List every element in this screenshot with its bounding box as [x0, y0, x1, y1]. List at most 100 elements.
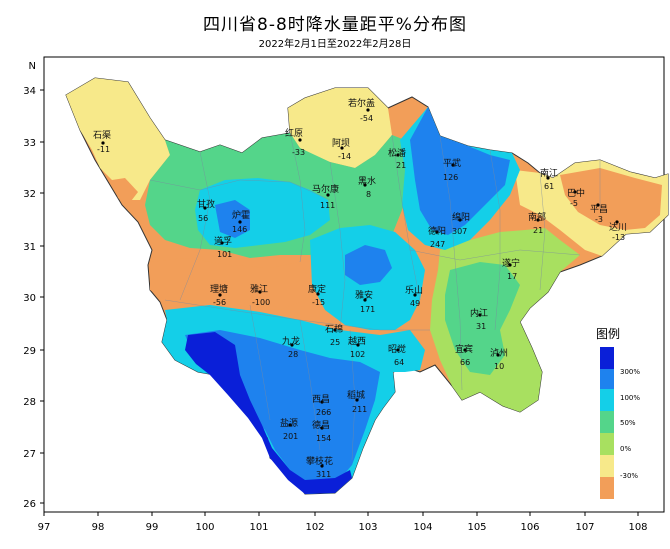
- station: 乐山 49: [405, 284, 423, 308]
- region-high-central: [345, 245, 392, 285]
- station: 若尔盖 -54: [348, 97, 375, 123]
- y-tick-label: 29: [23, 346, 36, 357]
- station: 绵阳 307: [452, 211, 470, 236]
- station: 德阳 247: [428, 225, 446, 249]
- x-tick-label: 101: [249, 522, 268, 533]
- station: 盐源 201: [280, 417, 298, 441]
- station: 南部 21: [528, 211, 546, 235]
- station-value: 56: [198, 214, 208, 223]
- station-name: 绵阳: [452, 211, 470, 223]
- station-value: 307: [452, 227, 467, 236]
- x-tick-label: 102: [305, 522, 324, 533]
- legend-swatch: [600, 347, 614, 369]
- station-name: 石渠: [93, 129, 111, 141]
- region-strong-negative-west: [112, 178, 138, 205]
- x-tick-label: 100: [195, 522, 214, 533]
- station-value: 211: [352, 405, 367, 414]
- station-value: 146: [232, 225, 247, 234]
- region-positive-southeast: [445, 262, 520, 375]
- station-value: 21: [533, 226, 543, 235]
- station-value: 126: [443, 173, 458, 182]
- station-value: -13: [612, 233, 625, 242]
- station-value: -14: [338, 152, 351, 161]
- region-negative-west: [66, 78, 170, 200]
- station-value: -33: [292, 148, 305, 157]
- y-axis: N 34 33 32 31 30 29 28 27 26: [23, 61, 44, 510]
- station-name: 德昌: [312, 419, 330, 431]
- station-name: 炉霍: [232, 209, 250, 221]
- station-name: 甘孜: [197, 198, 215, 210]
- y-tick-label: 26: [23, 499, 36, 510]
- station-value: 66: [460, 358, 470, 367]
- map-subtitle: 2022年2月1日至2022年2月28日: [258, 39, 412, 50]
- x-axis: 97 98 99 100 101 102 103 104 105 106 107…: [38, 511, 664, 533]
- station: 黑水 8: [358, 175, 376, 199]
- station-value: -11: [97, 145, 110, 154]
- legend-label: 0%: [620, 445, 631, 453]
- legend-swatch: [600, 455, 614, 477]
- y-tick-label: 33: [23, 138, 36, 149]
- station-value: 49: [410, 299, 420, 308]
- station-name: 九龙: [282, 335, 300, 347]
- station-name: 稻城: [347, 390, 365, 401]
- station-name: 巴中: [567, 187, 585, 199]
- x-tick-label: 107: [575, 522, 594, 533]
- x-tick-label: 103: [358, 522, 377, 533]
- station-name: 马尔康: [312, 183, 339, 195]
- station: 石渠 -11: [93, 129, 111, 154]
- station: 稻城 211: [347, 390, 367, 414]
- station-value: 154: [316, 434, 331, 443]
- x-tick-label: 105: [467, 522, 486, 533]
- station-name: 遂宁: [502, 257, 520, 269]
- station: 松潘 21: [388, 147, 406, 170]
- station-name: 道孚: [214, 235, 232, 247]
- station-value: 102: [350, 350, 365, 359]
- station-name: 乐山: [405, 284, 423, 296]
- station-value: 247: [430, 240, 445, 249]
- station: 雅安 171: [355, 289, 375, 314]
- legend-label: -30%: [620, 472, 638, 480]
- station-name: 达川: [609, 221, 627, 233]
- station-name: 宜宾: [455, 343, 473, 355]
- station-name: 雅江: [250, 283, 268, 295]
- station: 宜宾 66: [455, 343, 473, 367]
- legend-label: 300%: [620, 368, 640, 376]
- station-name: 黑水: [358, 175, 376, 187]
- station-name: 松潘: [388, 147, 406, 159]
- y-tick-label: 34: [23, 86, 36, 97]
- station-value: 8: [366, 190, 371, 199]
- station-value: 64: [394, 358, 404, 367]
- x-tick-label: 108: [628, 522, 647, 533]
- station: 红原 -33: [285, 127, 305, 157]
- region-high-northeast: [410, 107, 510, 235]
- station: 遂宁 17: [502, 257, 520, 281]
- station-markers: 石渠 -11 若尔盖 -54 红原 -33 阿坝 -14 松潘 21 平武 126 马尔康 1…: [93, 97, 627, 479]
- station-name: 康定: [308, 283, 326, 295]
- map-title: 四川省8-8时降水量距平%分布图: [203, 15, 467, 35]
- x-tick-label: 104: [413, 522, 432, 533]
- station: 理塘 -56: [210, 283, 228, 307]
- legend-swatch: [600, 411, 614, 433]
- station-value: -15: [312, 298, 325, 307]
- station-value: 201: [283, 432, 298, 441]
- station-value: 311: [316, 470, 331, 479]
- station-name: 越西: [348, 335, 366, 347]
- x-tick-label: 106: [520, 522, 539, 533]
- station: 攀枝花 311: [306, 455, 333, 479]
- station-name: 德阳: [428, 225, 446, 237]
- station: 泸州 10: [490, 348, 508, 371]
- station-value: 171: [360, 305, 375, 314]
- y-tick-label: 32: [23, 189, 36, 200]
- x-tick-label: 99: [146, 522, 159, 533]
- legend-label: 50%: [620, 419, 636, 427]
- station: 平武 126: [443, 157, 461, 182]
- station: 道孚 101: [214, 235, 232, 259]
- y-axis-unit: N: [29, 61, 36, 72]
- legend-swatch: [600, 369, 614, 389]
- county-boundaries: [149, 132, 601, 461]
- station: 马尔康 111: [312, 183, 339, 210]
- station-value: 61: [544, 182, 554, 191]
- station-value: -54: [360, 114, 373, 123]
- legend-swatch: [600, 477, 614, 499]
- station-value: 25: [330, 338, 340, 347]
